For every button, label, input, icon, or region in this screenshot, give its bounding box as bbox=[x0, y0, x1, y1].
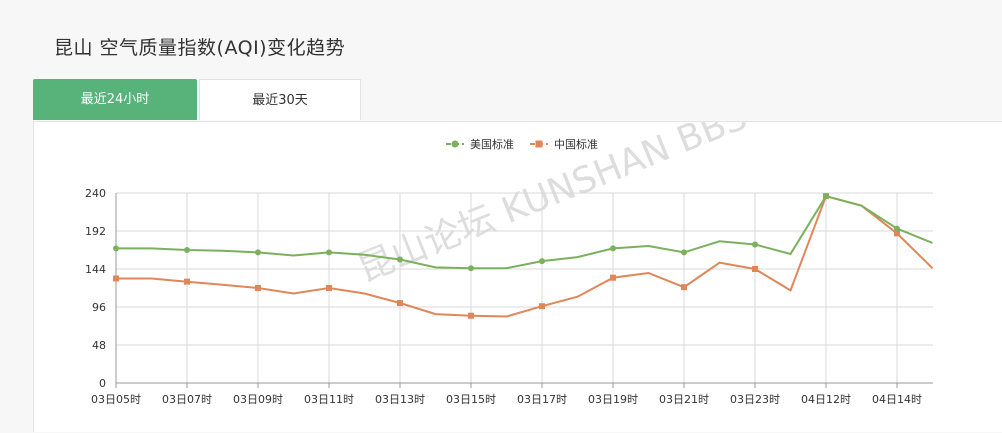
data-point[interactable] bbox=[184, 247, 190, 253]
x-tick-label: 03日23时 bbox=[730, 393, 780, 406]
data-point[interactable] bbox=[113, 245, 119, 252]
x-tick-label: 03日09时 bbox=[233, 393, 283, 406]
legend-marker bbox=[535, 140, 543, 148]
data-point[interactable] bbox=[468, 265, 474, 272]
data-point[interactable] bbox=[681, 284, 687, 291]
x-tick-label: 03日15时 bbox=[446, 393, 496, 406]
data-point[interactable] bbox=[752, 266, 758, 272]
data-point[interactable] bbox=[752, 241, 758, 248]
data-point[interactable] bbox=[894, 225, 900, 232]
watermark: 昆山论坛 KUNSHAN BBS bbox=[352, 122, 753, 290]
x-tick-label: 03日05时 bbox=[91, 393, 141, 406]
x-tick-label: 03日13时 bbox=[375, 393, 425, 406]
data-point[interactable] bbox=[610, 245, 616, 252]
series-line bbox=[116, 194, 934, 318]
data-point[interactable] bbox=[113, 275, 119, 282]
x-tick-label: 04日14时 bbox=[872, 393, 922, 406]
legend-item-us[interactable]: 美国标准 bbox=[446, 137, 514, 151]
data-point[interactable] bbox=[539, 303, 545, 310]
data-point[interactable] bbox=[397, 300, 403, 307]
y-tick-label: 0 bbox=[99, 377, 106, 390]
axes: 0 48 96 144 192 240 03日05时 03日07时 03日09时 03日11时 03… bbox=[85, 187, 933, 406]
x-tick-label: 03日17时 bbox=[517, 393, 567, 406]
x-tick-label: 04日12时 bbox=[801, 393, 851, 406]
legend-item-cn[interactable]: 中国标准 bbox=[530, 137, 598, 151]
x-tick-label: 03日07时 bbox=[162, 393, 212, 406]
data-point[interactable] bbox=[184, 278, 190, 285]
chart-panel: 昆山论坛 KUNSHAN BBS 0 48 96 144 192 240 03日05时 03日… bbox=[33, 121, 1002, 432]
tab-last-30-days[interactable]: 最近30天 bbox=[199, 79, 361, 120]
page-title: 昆山 空气质量指数(AQI)变化趋势 bbox=[54, 37, 346, 59]
legend-label: 美国标准 bbox=[470, 137, 514, 151]
data-point[interactable] bbox=[255, 285, 261, 291]
data-point[interactable] bbox=[610, 274, 616, 281]
data-point[interactable] bbox=[255, 249, 261, 256]
data-point[interactable] bbox=[397, 256, 403, 263]
data-point[interactable] bbox=[468, 312, 474, 319]
x-tick-label: 03日11时 bbox=[304, 393, 354, 406]
legend-marker bbox=[451, 140, 459, 148]
y-tick-label: 192 bbox=[85, 225, 106, 238]
tab-last-24-hours[interactable]: 最近24小时 bbox=[33, 79, 197, 120]
legend[interactable]: 美国标准 中国标准 bbox=[446, 137, 598, 151]
x-tick-label: 03日19时 bbox=[588, 393, 638, 406]
aqi-line-chart: 昆山论坛 KUNSHAN BBS 0 48 96 144 192 240 03日05时 03日… bbox=[85, 122, 934, 406]
x-tick-label: 03日21时 bbox=[659, 393, 709, 406]
y-tick-label: 240 bbox=[85, 187, 106, 200]
data-point[interactable] bbox=[539, 258, 545, 265]
y-tick-label: 144 bbox=[85, 263, 106, 276]
series bbox=[113, 193, 934, 319]
data-point[interactable] bbox=[681, 249, 687, 256]
y-tick-label: 48 bbox=[92, 339, 106, 352]
data-point[interactable] bbox=[326, 249, 332, 256]
y-tick-label: 96 bbox=[92, 301, 106, 314]
data-point[interactable] bbox=[326, 285, 332, 291]
series-line bbox=[116, 195, 933, 270]
watermark-text: 昆山论坛 KUNSHAN BBS bbox=[352, 122, 753, 290]
legend-label: 中国标准 bbox=[554, 137, 598, 151]
data-point[interactable] bbox=[894, 230, 900, 237]
data-point[interactable] bbox=[823, 193, 829, 200]
